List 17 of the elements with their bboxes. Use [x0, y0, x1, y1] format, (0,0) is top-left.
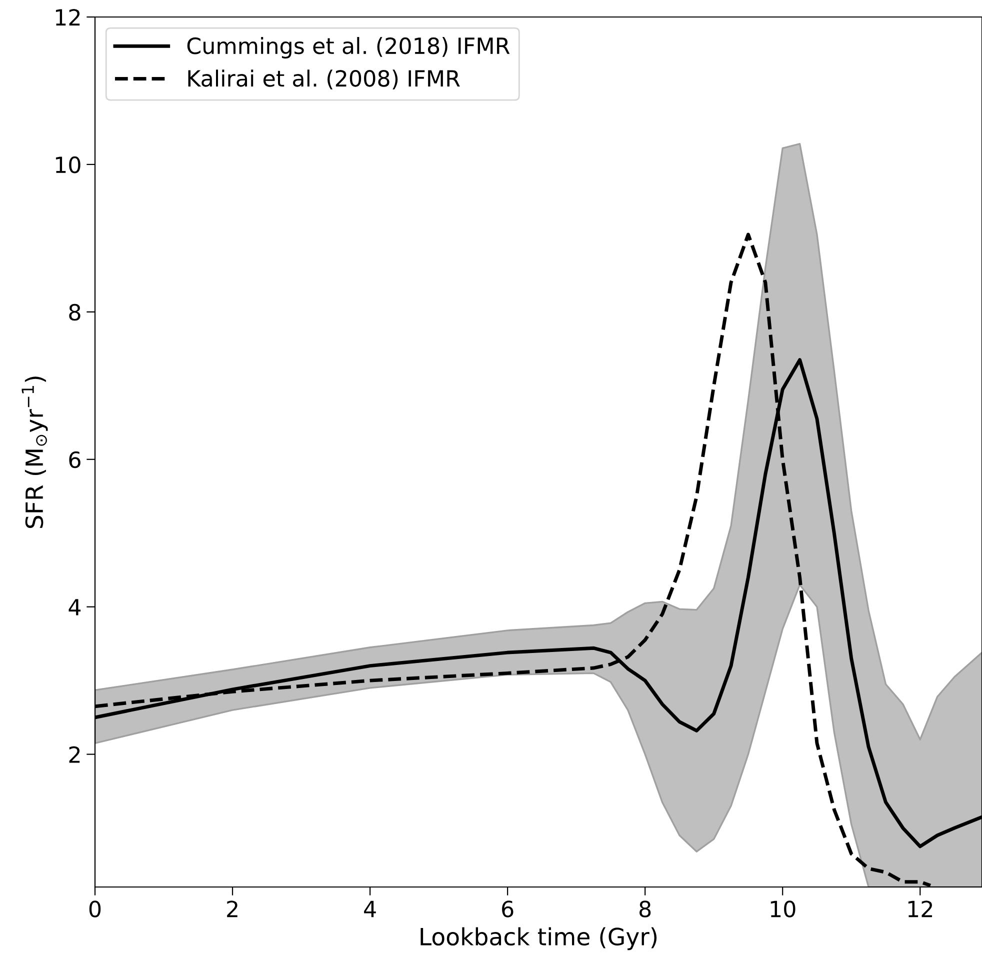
y-tick-label: 2	[69, 746, 80, 763]
y-axis-title: SFR (M$_{⊙}$yr$^{−1}$)	[22, 376, 48, 528]
x-tick-label: 8	[640, 900, 651, 918]
y-tick-label: 4	[68, 599, 81, 616]
y-tick-label: 6	[69, 451, 80, 468]
x-tick-label: 2	[227, 900, 238, 918]
y-tick-label: 10	[56, 156, 80, 174]
legend-label: Kalirai et al. (2008) IFMR	[188, 70, 460, 90]
y-tick-label: 12	[56, 8, 80, 26]
x-tick-label: 6	[502, 900, 514, 918]
x-tick-label: 12	[908, 900, 932, 918]
x-tick-label: 10	[770, 900, 796, 918]
x-tick-label: 0	[89, 900, 101, 918]
x-tick-label: 4	[364, 900, 376, 918]
y-tick-label: 8	[69, 304, 80, 321]
x-axis-title: Lookback time (Gyr)	[420, 927, 657, 950]
legend-label: Cummings et al. (2018) IFMR	[187, 37, 510, 59]
